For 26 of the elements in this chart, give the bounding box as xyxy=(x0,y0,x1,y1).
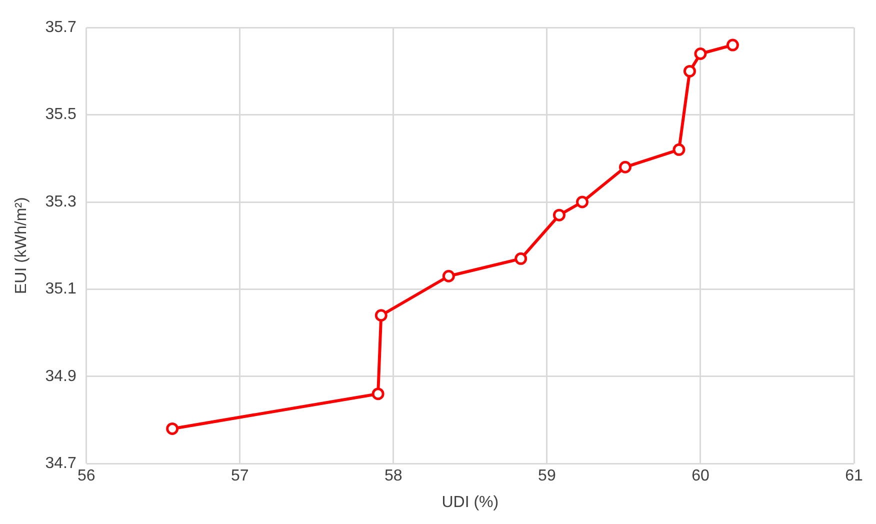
point xyxy=(726,38,739,52)
y-tick-label: 35.1 xyxy=(45,280,76,298)
point xyxy=(374,309,388,322)
point xyxy=(552,208,566,222)
point xyxy=(576,196,588,208)
y-tick-label: 34.9 xyxy=(45,368,76,385)
point xyxy=(694,48,707,60)
y-tick-label: 35.3 xyxy=(45,193,76,210)
y-tick-label: 35.5 xyxy=(45,106,76,124)
x-axis-title: UDI (%) xyxy=(442,494,499,511)
y-tick-label: 35.7 xyxy=(45,19,76,36)
point xyxy=(372,388,384,400)
point xyxy=(672,143,686,156)
x-tick-label: 60 xyxy=(692,468,710,485)
point xyxy=(618,160,632,174)
x-tick-label: 59 xyxy=(538,468,556,485)
x-tick-label: 58 xyxy=(384,468,402,485)
point xyxy=(683,64,696,78)
point xyxy=(166,422,179,435)
x-tick-label: 61 xyxy=(845,468,863,485)
point xyxy=(442,270,455,282)
y-axis-title: EUI (kWh/m²) xyxy=(13,197,30,294)
y-tick-label: 34.7 xyxy=(45,455,76,472)
x-tick-label: 56 xyxy=(77,468,96,485)
x-tick-label: 57 xyxy=(230,468,249,485)
point xyxy=(514,252,528,265)
